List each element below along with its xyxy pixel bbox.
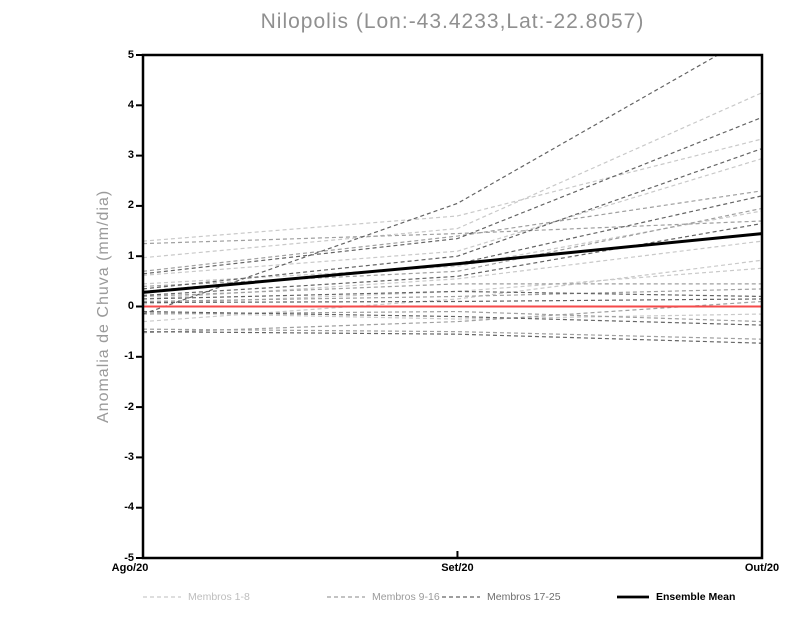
x-tick-label: Ago/20 (111, 562, 149, 574)
member-line (143, 259, 762, 323)
member-line (143, 158, 762, 276)
x-tick-label: Set/20 (441, 562, 474, 574)
legend-entry: Ensemble Mean (617, 590, 735, 604)
legend-entry: Membros 17-25 (442, 590, 561, 604)
y-tick-label: -4 (124, 501, 134, 514)
y-tick-label: 1 (127, 249, 134, 262)
chart-legend: Membros 1-8 Membros 9-16 Membros 17-25 Ense… (0, 590, 800, 606)
legend-solid-line-sample (617, 595, 649, 599)
y-tick-label: 0 (127, 300, 134, 312)
member-line (143, 92, 762, 259)
member-line (143, 300, 762, 334)
member-line (143, 267, 762, 305)
legend-dashed-line-sample (143, 596, 181, 598)
member-line (143, 210, 762, 285)
member-line (143, 138, 762, 242)
legend-dashed-line-sample (442, 596, 480, 598)
series-lines (143, 55, 762, 344)
legend-entry: Membros 1-8 (143, 590, 250, 604)
y-tick-label: 5 (127, 48, 134, 61)
legend-label: Ensemble Mean (656, 591, 736, 603)
ensemble-mean-line (143, 232, 762, 294)
legend-label: Membros 1-8 (188, 591, 250, 603)
member-line (143, 116, 762, 275)
legend-entry: Membros 9-16 (327, 590, 440, 604)
y-tick-label: 3 (127, 149, 134, 162)
y-tick-label: 4 (127, 98, 134, 111)
legend-dashed-line-sample (327, 596, 365, 598)
chart-title: Nilopolis (Lon:-43.4233,Lat:-22.8057) (260, 10, 645, 33)
x-tick-label: Out/20 (744, 562, 780, 574)
y-tick-label: 2 (127, 199, 134, 212)
legend-label: Membros 9-16 (372, 591, 440, 603)
member-line (143, 55, 720, 315)
member-line (143, 207, 762, 287)
y-tick-label: -5 (124, 551, 134, 564)
member-line (143, 190, 762, 272)
y-tick-label: -3 (124, 450, 134, 463)
member-line (143, 220, 762, 245)
y-tick-label: -2 (124, 400, 134, 413)
plot-frame (141, 53, 764, 560)
member-line (143, 240, 762, 300)
member-line (143, 147, 762, 290)
legend-label: Membros 17-25 (487, 591, 561, 603)
member-line (143, 222, 762, 297)
y-tick-label: -1 (124, 350, 134, 363)
